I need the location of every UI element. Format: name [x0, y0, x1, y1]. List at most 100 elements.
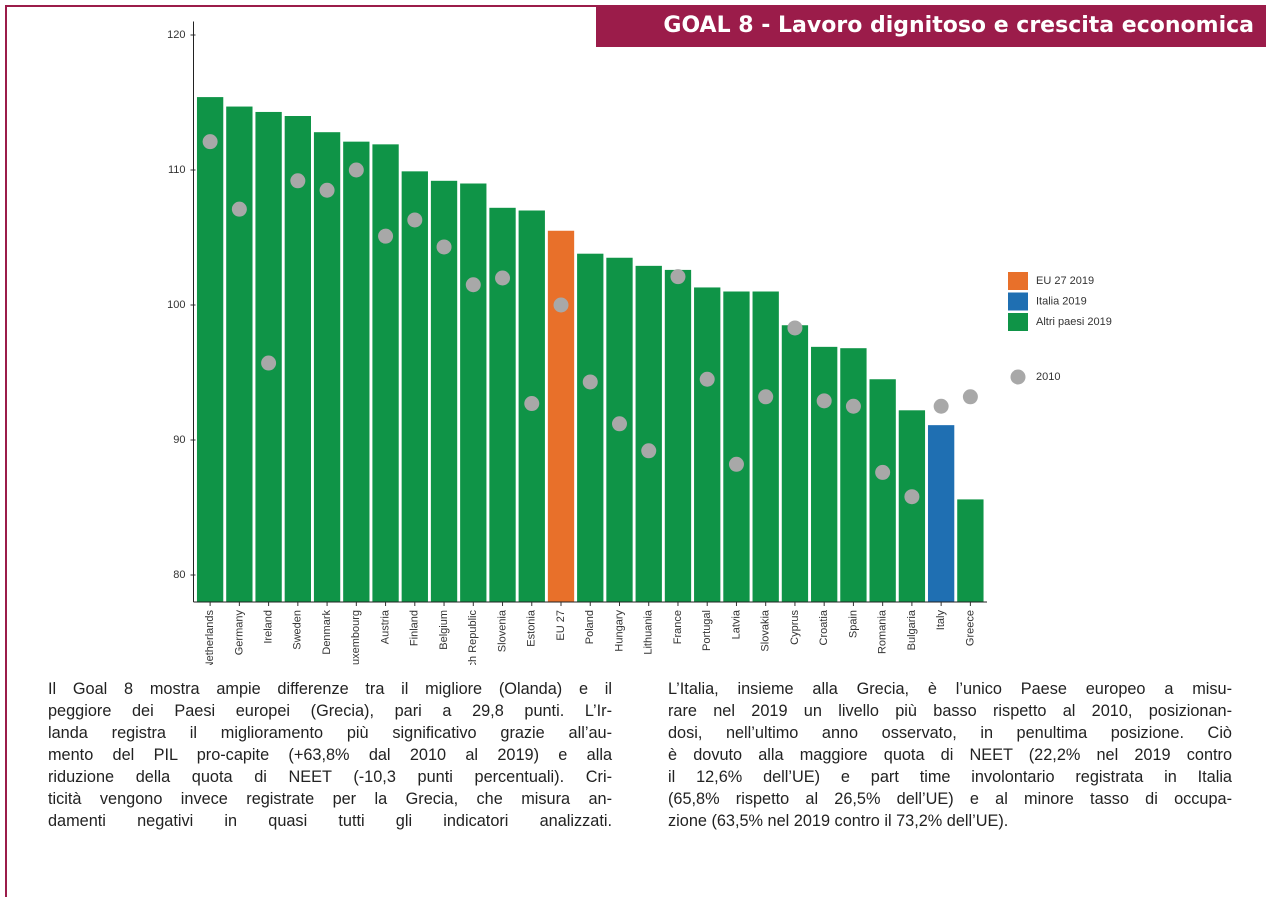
x-tick-label: Romania — [877, 609, 889, 654]
text-line: damenti negativi in quasi tutti gli indi… — [48, 812, 612, 830]
text-line: peggiore dei Paesi europei (Grecia), par… — [48, 702, 612, 720]
x-tick-label: Estonia — [526, 609, 538, 647]
point — [611, 416, 627, 432]
text-line: Il Goal 8 mostra ampie differenze tra il… — [48, 680, 612, 698]
x-tick-label: Poland — [584, 610, 596, 644]
chart: 80 90 100 110 120 Netherlands Germany Ireland Sw… — [167, 21, 1112, 665]
x-tick-label: France — [672, 610, 684, 644]
legend-swatch — [1010, 369, 1026, 385]
bar — [840, 348, 867, 602]
x-tick-label: Italy — [935, 610, 947, 631]
x-tick-label: Latvia — [730, 609, 742, 639]
bar — [898, 410, 926, 602]
bar — [577, 253, 604, 602]
x-tick-label: Croatia — [818, 609, 830, 645]
point — [758, 389, 774, 405]
y-tick-label: 120 — [167, 29, 185, 41]
point — [641, 443, 657, 459]
y-tick-label: 80 — [173, 569, 185, 581]
point — [728, 456, 744, 472]
bar — [957, 499, 984, 602]
legend-swatch — [1008, 292, 1028, 311]
text-line: zione (63,5% nel 2019 contro il 73,2% de… — [668, 812, 1009, 830]
x-tick-label: Portugal — [701, 610, 713, 651]
point — [816, 393, 832, 409]
point — [524, 396, 540, 412]
legend-label: Italia 2019 — [1036, 295, 1087, 307]
x-tick-label: Slovenia — [496, 609, 508, 652]
text-line: L’Italia, insieme alla Grecia, è l’unico… — [668, 680, 1232, 698]
point — [290, 173, 306, 189]
x-tick-label: Ireland — [263, 610, 275, 644]
point — [348, 162, 364, 178]
x-tick-label: Finland — [409, 610, 421, 646]
legend-label: EU 27 2019 — [1036, 275, 1094, 287]
legend-swatch — [1008, 313, 1028, 331]
bar — [664, 269, 692, 602]
bar — [401, 171, 428, 602]
header-title: GOAL 8 - Lavoro dignitoso e crescita eco… — [596, 5, 1266, 47]
point — [319, 182, 335, 198]
point — [904, 489, 920, 505]
x-tick-label: Czech Republic — [467, 610, 479, 665]
point — [378, 228, 394, 244]
bar — [635, 265, 662, 602]
bar — [869, 379, 896, 602]
point — [202, 134, 218, 150]
point — [407, 212, 423, 228]
point — [553, 297, 569, 313]
x-tick-label: Slovakia — [760, 609, 772, 651]
bar — [547, 230, 575, 602]
bar — [284, 116, 312, 602]
bar — [752, 291, 779, 602]
x-tick-label: Belgium — [438, 610, 450, 650]
bar — [811, 346, 838, 602]
x-tick-label: Denmark — [321, 610, 333, 655]
bar — [460, 183, 487, 602]
bar — [196, 97, 224, 602]
bar — [226, 106, 253, 603]
bar — [781, 325, 809, 602]
text-line: rare nel 2019 un livello più basso rispe… — [668, 702, 1232, 720]
paragraph: L’Italia, insieme alla Grecia, è l’unico… — [668, 678, 1232, 832]
bar — [489, 207, 516, 603]
bar — [313, 132, 341, 602]
legend-label: 2010 — [1036, 371, 1060, 383]
bar — [723, 291, 750, 602]
x-tick-label: Bulgaria — [906, 609, 918, 650]
y-tick-label: 90 — [173, 434, 185, 446]
point — [436, 239, 452, 255]
text-line: dosi, nell’ultimo anno osservato, in pen… — [668, 724, 1232, 742]
x-tick-label: Greece — [964, 610, 976, 646]
point — [875, 464, 891, 480]
point — [845, 398, 861, 414]
frame — [5, 5, 7, 897]
x-tick-label: Netherlands — [204, 610, 216, 665]
x-tick-label: Austria — [379, 609, 391, 644]
y-tick-label: 100 — [167, 299, 185, 311]
y-tick-label: 110 — [168, 164, 186, 176]
x-tick-label: Lithuania — [643, 609, 655, 655]
x-tick-label: Hungary — [613, 610, 625, 652]
point — [933, 398, 949, 414]
point — [231, 201, 247, 217]
text-line: riduzione della quota di NEET (-10,3 pun… — [48, 768, 612, 786]
bar — [694, 287, 721, 602]
bar — [372, 144, 399, 602]
x-tick-label: Spain — [847, 610, 859, 638]
text-line: è dovuto alla maggiore quota di NEET (22… — [668, 746, 1232, 764]
x-tick-label: Sweden — [292, 610, 304, 650]
bar — [343, 141, 370, 602]
text-line: ticità vengono invece registrate per la … — [48, 790, 612, 808]
text-line: (65,8% rispetto al 26,5% dell’UE) e al m… — [668, 790, 1232, 808]
point — [670, 269, 686, 285]
x-tick-label: EU 27 — [555, 610, 567, 641]
point — [787, 320, 803, 336]
x-tick-label: Cyprus — [789, 610, 801, 645]
point — [465, 277, 481, 293]
text-line: landa registra il miglioramento più sign… — [48, 724, 612, 742]
text-line: mento del PIL pro-capite (+63,8% dal 201… — [48, 746, 612, 764]
legend-swatch — [1008, 272, 1028, 290]
x-tick-label: Germany — [233, 610, 245, 656]
